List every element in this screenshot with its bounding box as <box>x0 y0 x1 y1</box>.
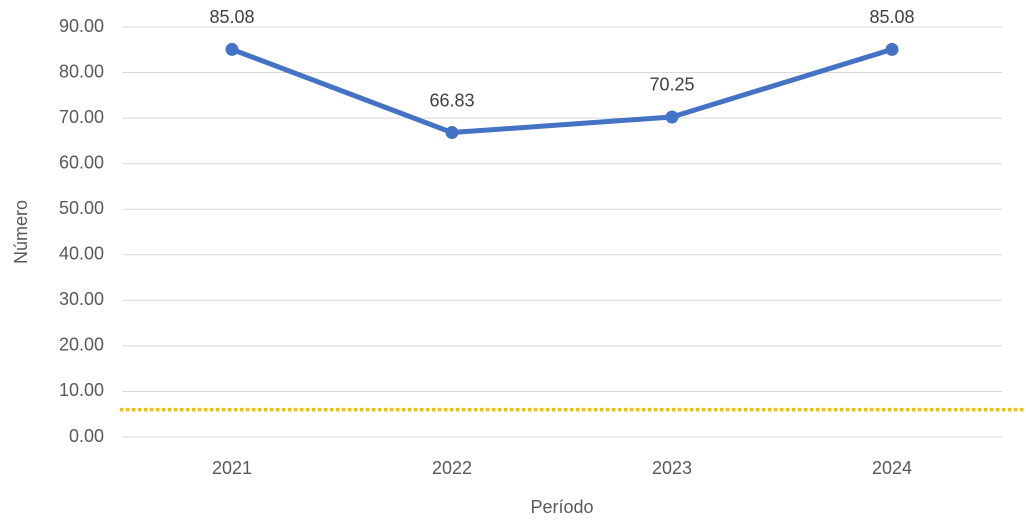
data-label: 85.08 <box>209 7 254 27</box>
data-point <box>445 126 459 140</box>
data-label: 85.08 <box>869 7 914 27</box>
y-tick-label: 30.00 <box>59 289 104 309</box>
y-tick-label: 60.00 <box>59 152 104 172</box>
y-tick-label: 50.00 <box>59 198 104 218</box>
x-tick-label: 2024 <box>872 458 912 478</box>
y-tick-label: 0.00 <box>69 426 104 446</box>
data-label: 66.83 <box>429 90 474 110</box>
y-tick-label: 10.00 <box>59 380 104 400</box>
y-tick-label: 80.00 <box>59 61 104 81</box>
x-tick-label: 2023 <box>652 458 692 478</box>
y-axis-title: Número <box>11 200 31 264</box>
x-tick-label: 2022 <box>432 458 472 478</box>
data-point <box>665 110 679 124</box>
y-tick-label: 90.00 <box>59 16 104 36</box>
y-tick-label: 40.00 <box>59 244 104 264</box>
y-tick-label: 70.00 <box>59 107 104 127</box>
data-point <box>885 42 899 56</box>
data-label: 70.25 <box>649 75 694 95</box>
data-point <box>225 42 239 56</box>
y-tick-label: 20.00 <box>59 335 104 355</box>
x-tick-label: 2021 <box>212 458 252 478</box>
data-line <box>229 46 895 136</box>
x-axis-title: Período <box>530 497 593 517</box>
